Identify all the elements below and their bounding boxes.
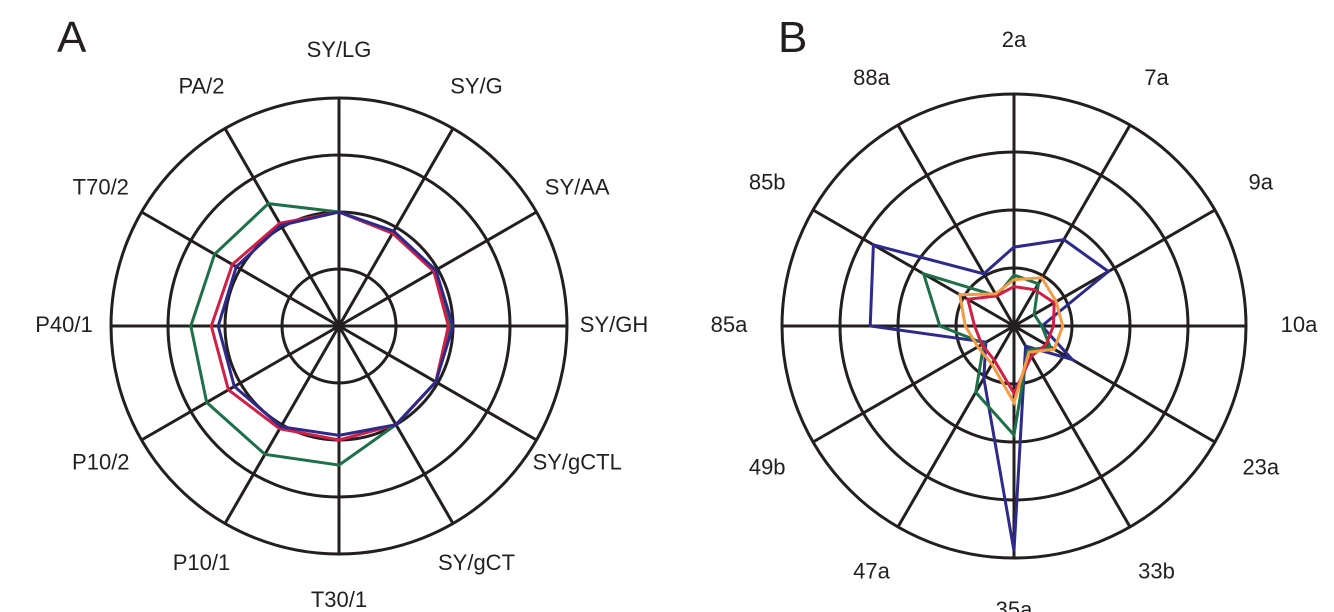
radar-a-spoke-2 (337, 127, 455, 327)
radar-b-axis-label: 33b (1138, 559, 1175, 584)
radar-b-axis-label: 85a (711, 312, 748, 337)
radar-b-axis-label: 2a (1002, 27, 1027, 52)
radar-b-spokes (782, 94, 1246, 558)
radar-b-axis-labels: 2a 7a 9a 10a 23a 33b 35a 47a 49b 85a 85b 88a (711, 27, 1318, 612)
radar-b-axis-label: 23a (1242, 454, 1279, 479)
radar-a-axis-label: T70/2 (73, 174, 129, 199)
radar-a-axis-label: T30/1 (311, 587, 367, 612)
radar-b-spoke-8 (896, 325, 1016, 528)
radar-a-axis-label: SY/GH (580, 312, 648, 337)
radar-a-axis-label: SY/gCT (438, 550, 515, 575)
radar-b-axis-label: 88a (853, 65, 890, 90)
radar-b-series (868, 238, 1111, 552)
radar-a-axis-label: P10/2 (72, 449, 130, 474)
radar-a-spoke-9 (140, 324, 340, 442)
radar-a-spoke-3 (338, 210, 538, 328)
radar-b-spoke-3 (1013, 208, 1216, 328)
radar-b-axis-label: 9a (1249, 169, 1274, 194)
radar-a-axis-label: SY/LG (307, 37, 372, 62)
radar-a-series (189, 202, 455, 467)
radar-b-spoke-6 (1012, 325, 1132, 528)
radar-a-spoke-11 (140, 210, 340, 328)
radar-a-axis-label: SY/G (450, 74, 503, 99)
radar-a-series-3 (216, 210, 455, 437)
panel-label-a: A (57, 13, 87, 62)
radar-a-spokes (111, 98, 567, 554)
radar-a-axis-label: P40/1 (35, 312, 93, 337)
radar-b-axis-label: 49b (749, 454, 786, 479)
radar-a-spoke-8 (223, 325, 341, 525)
radar-b-spoke-5 (1013, 324, 1216, 444)
radar-a-axis-label: P10/1 (173, 550, 231, 575)
radar-b-series-2 (921, 271, 1053, 439)
radar-b-axis-label: 7a (1144, 65, 1169, 90)
radar-b-series-3 (965, 285, 1056, 397)
radar-a-spoke-5 (338, 324, 538, 442)
radar-b-series-1 (868, 238, 1111, 552)
radar-chart-a: A SY/LG SY/G SY/AA SY/GH SY/gCTL SY/gCT T30/1 P… (35, 13, 648, 612)
radar-b-axis-label: 10a (1281, 312, 1318, 337)
radar-b-axis-label: 85b (749, 169, 786, 194)
radar-a-axis-labels: SY/LG SY/G SY/AA SY/GH SY/gCTL SY/gCT T30/1 P10… (35, 37, 648, 612)
radar-b-axis-label: 47a (853, 559, 890, 584)
panel-label-b: B (778, 13, 807, 62)
radar-b-spoke-2 (1012, 124, 1132, 327)
radar-chart-b: B 2a 7a 9a 10a 23a 33b 35a 47a 49b 85a 85b 88a (711, 13, 1318, 612)
radar-b-spoke-9 (812, 324, 1015, 444)
radar-a-axis-label: SY/gCTL (533, 449, 622, 474)
radar-a-axis-label: SY/AA (545, 174, 610, 199)
radar-a-axis-label: PA/2 (178, 74, 224, 99)
radar-b-axis-label: 35a (996, 597, 1033, 612)
radar-a-series-2 (209, 210, 450, 442)
radar-b-spoke-11 (812, 208, 1015, 328)
radar-b-series-4 (958, 276, 1065, 407)
radar-a-series-1 (189, 202, 453, 467)
radar-a-spoke-12 (223, 127, 341, 327)
